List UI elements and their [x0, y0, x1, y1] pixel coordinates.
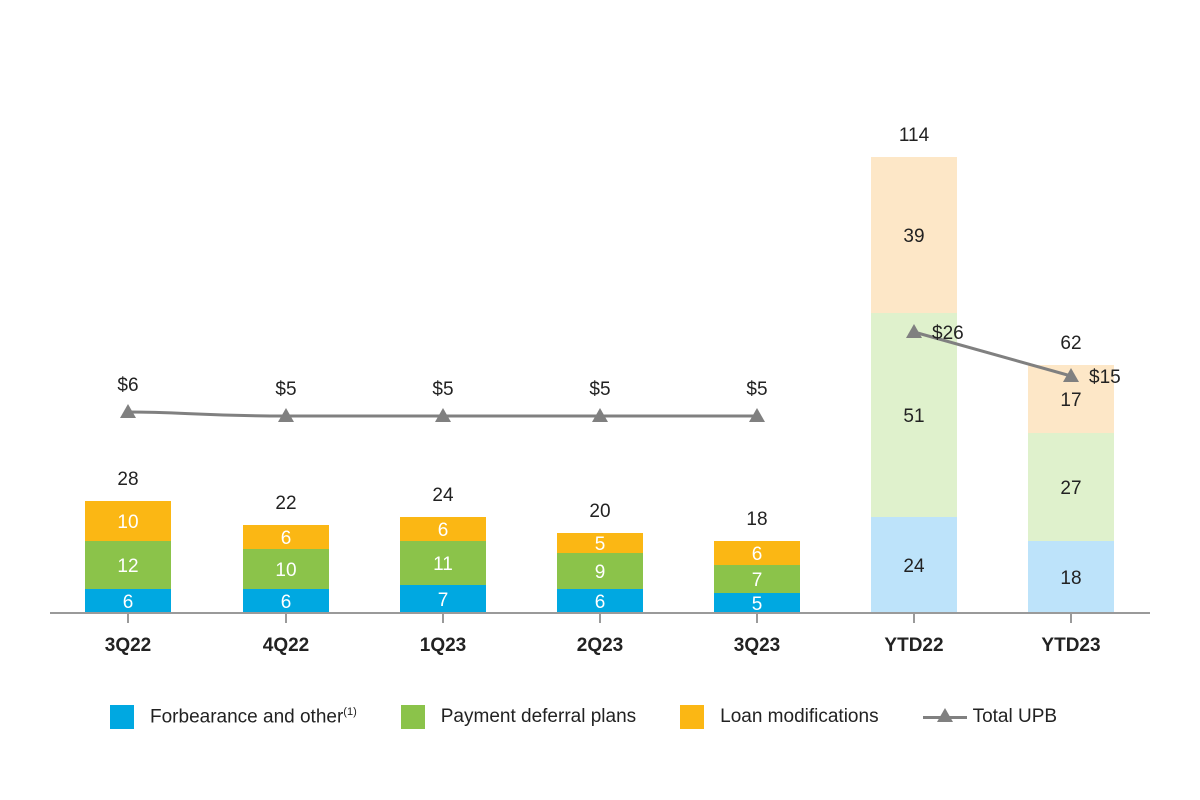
x-tick-label-2q23: 2Q23 [577, 635, 623, 656]
x-tick-label-ytd22: YTD22 [884, 635, 943, 656]
bar-payment-deferral-plans-1q23 [400, 541, 486, 585]
upb-value-label-ytd22: $26 [932, 323, 964, 344]
bar-loan-modifications-3q22 [85, 501, 171, 541]
upb-marker-4q22 [278, 408, 294, 422]
bar-loan-modifications-3q23 [714, 541, 800, 565]
bar-value-label-loan-modifications-4q22: 6 [281, 528, 292, 549]
legend-label-payment-deferral: Payment deferral plans [440, 706, 637, 727]
bar-value-label-loan-modifications-3q23: 6 [752, 544, 763, 565]
bar-total-label-1q23: 24 [432, 485, 454, 506]
x-tick-label-3q23: 3Q23 [734, 635, 780, 656]
x-tick-label-ytd23: YTD23 [1041, 635, 1100, 656]
upb-marker-3q23 [749, 408, 765, 422]
upb-value-label-3q22: $6 [117, 375, 138, 396]
bar-forbearance-and-other-ytd22 [871, 517, 957, 613]
bar-forbearance-and-other-4q22 [243, 589, 329, 613]
bar-value-label-payment-deferral-plans-3q23: 7 [752, 570, 763, 591]
legend-label-loan-modifications: Loan modifications [720, 706, 879, 727]
bar-forbearance-and-other-2q23 [557, 589, 643, 613]
bar-value-label-forbearance-and-other-3q22: 6 [123, 592, 134, 613]
x-ticks-layer: 3Q22 4Q22 1Q23 2Q23 3Q23 YTD22 YTD23 [105, 613, 1101, 656]
upb-value-label-4q22: $5 [275, 379, 296, 400]
legend-item-payment-deferral: Payment deferral plans [400, 705, 637, 729]
upb-value-label-ytd23: $15 [1089, 367, 1121, 388]
upb-line-ytd [913, 330, 1072, 378]
bar-total-label-ytd23: 62 [1060, 333, 1081, 354]
legend-item-forbearance: Forbearance and other(1) [110, 705, 357, 729]
bar-loan-modifications-4q22 [243, 525, 329, 549]
upb-value-label-2q23: $5 [589, 379, 610, 400]
x-tick-label-1q23: 1Q23 [420, 635, 466, 656]
upb-marker-3q22 [120, 404, 136, 418]
bar-value-label-loan-modifications-1q23: 6 [438, 520, 449, 541]
legend-item-loan-modifications: Loan modifications [680, 705, 879, 729]
bar-value-label-loan-modifications-ytd23: 17 [1060, 390, 1081, 411]
bar-total-label-3q23: 18 [746, 509, 767, 530]
bar-loan-modifications-ytd22 [871, 157, 957, 313]
legend-swatch-loan-modifications [680, 705, 705, 729]
bar-total-label-4q22: 22 [275, 493, 296, 514]
bar-payment-deferral-plans-3q22 [85, 541, 171, 589]
upb-value-label-1q23: $5 [432, 379, 453, 400]
legend-label-forbearance: Forbearance and other [150, 706, 344, 728]
upb-marker-1q23 [435, 408, 451, 422]
upb-value-label-3q23: $5 [746, 379, 767, 400]
bar-value-label-forbearance-and-other-ytd23: 18 [1060, 568, 1081, 589]
triangle-line-icon [922, 705, 967, 729]
bar-value-label-loan-modifications-3q22: 10 [117, 512, 138, 533]
upb-marker-ytd23 [1063, 368, 1079, 382]
upb-marker-2q23 [592, 408, 608, 422]
bar-total-label-ytd22: 114 [899, 125, 930, 146]
bar-value-label-forbearance-and-other-1q23: 7 [438, 590, 449, 611]
bars-layer: 6121028610622711624695205761824513911418… [85, 125, 1114, 615]
legend-swatch-payment-deferral [400, 705, 425, 729]
bar-value-label-payment-deferral-plans-3q22: 12 [117, 556, 138, 577]
bar-value-label-forbearance-and-other-3q23: 5 [752, 594, 763, 615]
bar-value-label-payment-deferral-plans-2q23: 9 [595, 562, 606, 583]
bar-value-label-loan-modifications-2q23: 5 [595, 534, 606, 555]
bar-total-label-2q23: 20 [589, 501, 610, 522]
bar-value-label-payment-deferral-plans-ytd23: 27 [1060, 478, 1081, 499]
bar-value-label-forbearance-and-other-2q23: 6 [595, 592, 606, 613]
bar-total-label-3q22: 28 [117, 469, 138, 490]
bar-value-label-payment-deferral-plans-ytd22: 51 [903, 406, 924, 427]
x-tick-label-4q22: 4Q22 [263, 635, 309, 656]
upb-marker-ytd22 [906, 324, 922, 338]
bar-value-label-loan-modifications-ytd22: 39 [903, 226, 924, 247]
legend-footnote-marker: (1) [343, 705, 357, 718]
bar-payment-deferral-plans-ytd22 [871, 313, 957, 517]
bar-loan-modifications-1q23 [400, 517, 486, 541]
legend-item-total-upb: Total UPB [922, 705, 1058, 729]
bar-forbearance-and-other-1q23 [400, 585, 486, 613]
bar-forbearance-and-other-3q22 [85, 589, 171, 613]
bar-loan-modifications-2q23 [557, 533, 643, 553]
bar-value-label-payment-deferral-plans-1q23: 11 [433, 554, 453, 575]
bar-payment-deferral-plans-4q22 [243, 549, 329, 589]
bar-value-label-forbearance-and-other-ytd22: 24 [903, 556, 925, 577]
bar-payment-deferral-plans-2q23 [557, 553, 643, 589]
x-tick-label-3q22: 3Q22 [105, 635, 151, 656]
bar-payment-deferral-plans-ytd23 [1028, 433, 1114, 541]
bar-forbearance-and-other-ytd23 [1028, 541, 1114, 613]
upb-line-layer: $6 $5 $5 $5 $5 $26 $15 [117, 323, 1121, 422]
bar-value-label-payment-deferral-plans-4q22: 10 [275, 560, 296, 581]
legend-label-total-upb: Total UPB [972, 706, 1058, 727]
legend-swatch-forbearance [110, 705, 134, 729]
bar-forbearance-and-other-3q23 [714, 593, 800, 613]
bar-payment-deferral-plans-3q23 [714, 565, 800, 593]
bar-value-label-forbearance-and-other-4q22: 6 [281, 592, 292, 613]
legend: Forbearance and other(1) Payment deferra… [110, 702, 1101, 732]
